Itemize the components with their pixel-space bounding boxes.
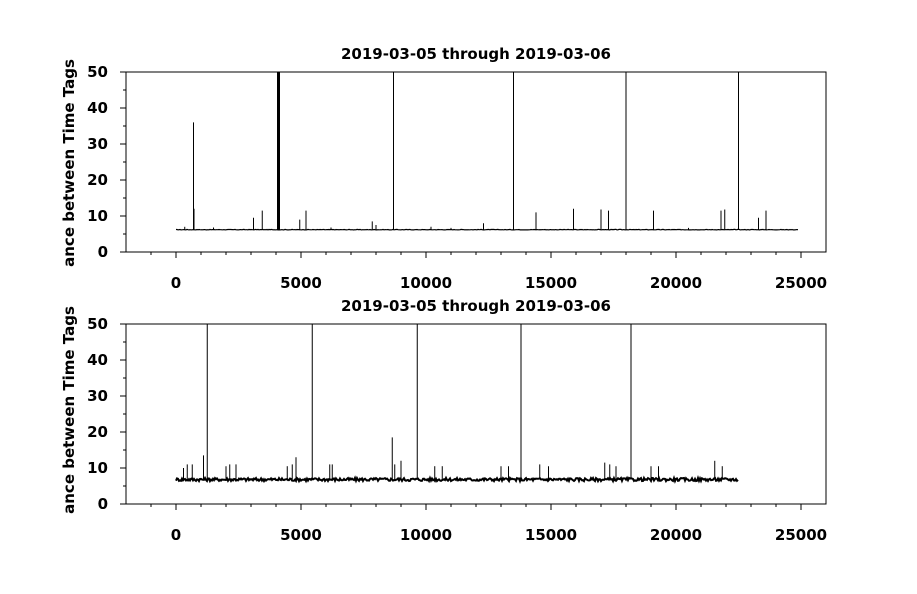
- top-xtick-label: 0: [171, 274, 181, 292]
- bottom-ytick-label: 10: [87, 459, 108, 477]
- bottom-chart-panel: 2019-03-05 through 2019-03-06 ance betwe…: [60, 297, 827, 544]
- top-xtick-label: 20000: [650, 274, 702, 292]
- bottom-xtick-label: 5000: [280, 526, 322, 544]
- bottom-chart-ylabel: ance between Time Tags: [60, 306, 78, 514]
- top-ytick-label: 30: [87, 135, 108, 153]
- top-ytick-label: 0: [98, 243, 108, 261]
- bottom-chart-title: 2019-03-05 through 2019-03-06: [341, 297, 611, 315]
- bottom-xtick-label: 10000: [400, 526, 452, 544]
- bottom-ytick-label: 0: [98, 495, 108, 513]
- top-xtick-label: 5000: [280, 274, 322, 292]
- top-chart-panel: 2019-03-05 through 2019-03-06 ance betwe…: [60, 45, 827, 292]
- top-ytick-label: 50: [87, 63, 108, 81]
- top-xtick-label: 10000: [400, 274, 452, 292]
- bottom-xtick-label: 15000: [525, 526, 577, 544]
- top-chart-title: 2019-03-05 through 2019-03-06: [341, 45, 611, 63]
- top-ytick-label: 10: [87, 207, 108, 225]
- bottom-series-line: [175, 474, 739, 484]
- bottom-ytick-label: 50: [87, 315, 108, 333]
- bottom-plot-area: 0 10 20 30 40 50 0 5000 10000 15000 20000 25000: [87, 315, 827, 544]
- top-xtick-label: 15000: [525, 274, 577, 292]
- bottom-ytick-label: 40: [87, 351, 108, 369]
- top-ytick-label: 40: [87, 99, 108, 117]
- bottom-xtick-label: 20000: [650, 526, 702, 544]
- top-chart-ylabel: ance between Time Tags: [60, 59, 78, 267]
- bottom-plot-frame: [125, 323, 827, 505]
- bottom-ytick-label: 20: [87, 423, 108, 441]
- top-ytick-label: 20: [87, 171, 108, 189]
- bottom-ytick-label: 30: [87, 387, 108, 405]
- bottom-xtick-label: 0: [171, 526, 181, 544]
- top-plot-area: 0 10 20 30 40 50 0 5000 10000 15000 20000 25000: [87, 63, 827, 292]
- bottom-xtick-label: 25000: [775, 526, 827, 544]
- top-series-line: [176, 228, 799, 231]
- top-xtick-label: 25000: [775, 274, 827, 292]
